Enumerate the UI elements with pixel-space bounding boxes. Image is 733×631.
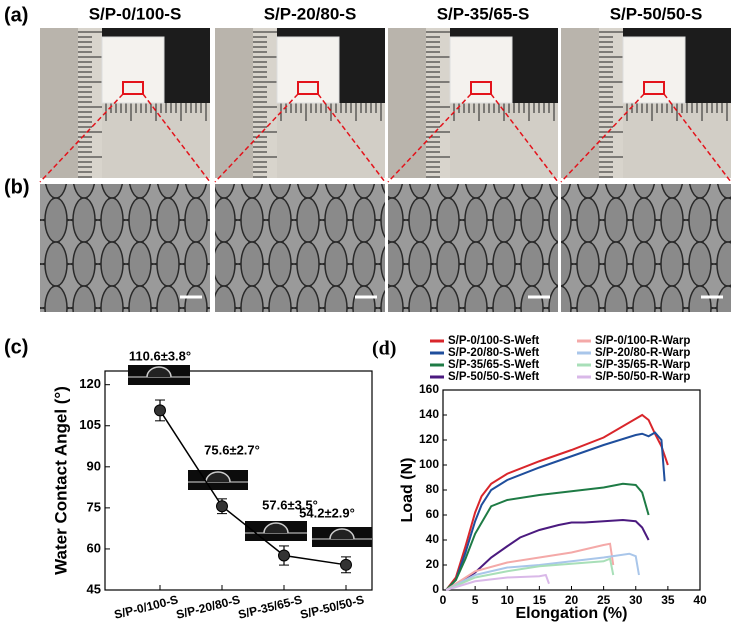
value-label: 57.6±3.5° [262, 497, 318, 512]
panel-label: (b) [4, 176, 30, 198]
zoom-line [560, 93, 645, 183]
y-tick-label: 120 [419, 432, 439, 446]
sample-title: S/P-20/80-S [264, 4, 357, 23]
fabric [622, 36, 686, 104]
curve [445, 431, 666, 591]
curve [445, 573, 550, 591]
legend-label: S/P-50/50-S-Weft [448, 371, 539, 383]
x-tick-label: 5 [472, 593, 479, 607]
point [216, 500, 228, 513]
sem-image [215, 184, 385, 312]
legend-label: S/P-35/65-S-Weft [448, 359, 539, 371]
ruler-vertical [426, 28, 450, 178]
plot-frame [104, 370, 373, 591]
sample-region [643, 81, 665, 95]
x-tick-label: S/P-35/65-S [237, 592, 304, 621]
y-tick-label: 80 [426, 482, 440, 496]
point [154, 404, 166, 417]
y-tick-label: 20 [426, 557, 440, 571]
curve [445, 482, 650, 591]
sem-image [40, 184, 210, 312]
zoom-line [214, 93, 299, 183]
legend-label: S/P-35/65-R-Warp [595, 359, 690, 371]
legend-label: S/P-0/100-S-Weft [448, 335, 539, 347]
value-label: 75.6±2.7° [204, 442, 260, 457]
panel-label: (a) [4, 4, 28, 26]
y-axis-label: Load (N) [399, 458, 416, 523]
legend-label: S/P-20/80-S-Weft [448, 347, 539, 359]
y-tick-label: 60 [87, 540, 101, 555]
zoom-line [490, 93, 559, 183]
legend-label: S/P-50/50-R-Warp [595, 371, 690, 383]
curve [445, 557, 615, 591]
y-tick-label: 60 [426, 507, 440, 521]
sample-region [470, 81, 492, 95]
value-label: 110.6±3.8° [129, 348, 191, 363]
plot-frame [442, 389, 701, 591]
x-tick-label: 35 [661, 593, 675, 607]
fabric [276, 36, 340, 104]
fabric [101, 36, 165, 104]
panel-label: (d) [372, 338, 396, 360]
curve [445, 518, 650, 591]
x-tick-label: 20 [565, 593, 579, 607]
x-tick-label: S/P-50/50-S [299, 592, 366, 621]
y-tick-label: 75 [87, 499, 101, 514]
panel-label: (c) [4, 336, 28, 358]
sample-title: S/P-0/100-S [89, 4, 182, 23]
y-tick-label: 45 [87, 581, 101, 596]
curve [445, 413, 669, 591]
x-tick-label: 10 [501, 593, 515, 607]
zoom-line [317, 93, 386, 183]
x-tick-label: S/P-20/80-S [175, 592, 242, 621]
sample-title: S/P-50/50-S [610, 4, 703, 23]
legend-label: S/P-20/80-R-Warp [595, 347, 690, 359]
y-axis-label: Water Contact Angel (°) [51, 386, 70, 575]
fabric [449, 36, 513, 104]
ruler-vertical [253, 28, 277, 178]
x-tick-label: 0 [440, 593, 447, 607]
x-axis-label: Elongation (%) [516, 605, 628, 622]
y-tick-label: 140 [419, 407, 439, 421]
x-tick-label: 30 [629, 593, 643, 607]
y-tick-label: 160 [419, 382, 439, 396]
point [278, 549, 290, 562]
droplet [146, 366, 172, 378]
y-tick-label: 90 [87, 458, 101, 473]
sem-image [561, 184, 731, 312]
connect-line [159, 410, 347, 566]
value-label: 54.2±2.9° [299, 505, 355, 520]
droplet [205, 471, 231, 483]
zoom-line [387, 93, 472, 183]
zoom-line [142, 93, 211, 183]
ruler-vertical [599, 28, 623, 178]
sample-title: S/P-35/65-S [437, 4, 530, 23]
y-tick-label: 100 [419, 457, 439, 471]
x-tick-label: S/P-0/100-S [113, 592, 180, 621]
y-tick-label: 40 [426, 532, 440, 546]
x-tick-label: 15 [533, 593, 547, 607]
legend-label: S/P-0/100-R-Warp [595, 335, 690, 347]
ruler-vertical [78, 28, 102, 178]
curve [445, 542, 615, 591]
curve [445, 552, 640, 591]
y-tick-label: 120 [79, 376, 101, 391]
droplet [263, 522, 289, 534]
point [340, 558, 352, 571]
x-tick-label: 40 [693, 593, 707, 607]
zoom-line [39, 93, 124, 183]
zoom-line [663, 93, 732, 183]
sem-image [388, 184, 558, 312]
x-tick-label: 25 [597, 593, 611, 607]
y-tick-label: 0 [432, 582, 439, 596]
sample-region [122, 81, 144, 95]
y-tick-label: 105 [79, 417, 101, 432]
sample-region [297, 81, 319, 95]
droplet [329, 528, 355, 540]
